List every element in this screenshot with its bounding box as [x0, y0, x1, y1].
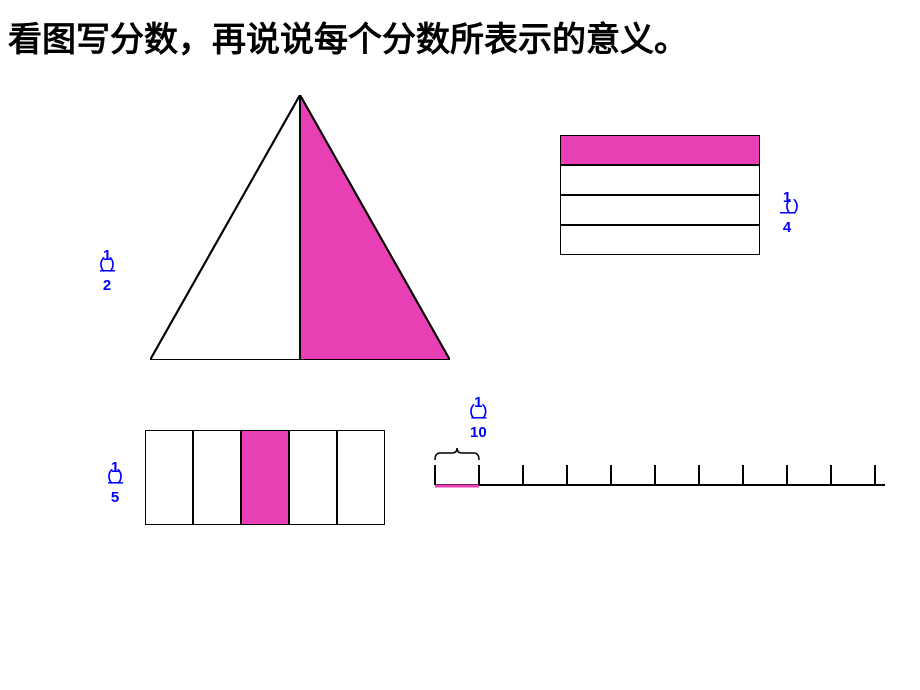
number-line-figure — [430, 445, 890, 495]
number-line-fraction-label: （ 1 — 10 ） — [470, 395, 487, 440]
denominator: 4 — [780, 220, 794, 235]
col-0 — [145, 430, 193, 525]
paren-right: ） — [482, 405, 497, 420]
triangle-figure — [150, 95, 450, 360]
paren-right: ） — [793, 200, 808, 215]
paren-left: （ — [90, 258, 105, 273]
rect-rows-fraction-label: （ 1 — 4 ） — [780, 190, 794, 235]
paren-left: （ — [460, 405, 475, 420]
segment-bracket — [435, 448, 479, 460]
triangle-fraction-label: （ 1 — 2 ） — [100, 248, 114, 293]
col-1 — [193, 430, 241, 525]
denominator: 5 — [108, 490, 122, 505]
rect-cols-figure — [145, 430, 385, 525]
rect-rows-figure — [560, 135, 760, 255]
col-2-shaded — [241, 430, 289, 525]
paren-right: ） — [117, 470, 132, 485]
paren-left: （ — [776, 200, 791, 215]
paren-left: （ — [98, 470, 113, 485]
rect-cols-fraction-label: （ 1 — 5 ） — [108, 460, 122, 505]
row-3 — [560, 225, 760, 255]
col-3 — [289, 430, 337, 525]
paren-right: ） — [109, 258, 124, 273]
denominator: 10 — [470, 425, 487, 440]
row-1 — [560, 165, 760, 195]
row-2 — [560, 195, 760, 225]
denominator: 2 — [100, 278, 114, 293]
col-4 — [337, 430, 385, 525]
row-0-shaded — [560, 135, 760, 165]
page-title: 看图写分数，再说说每个分数所表示的意义。 — [8, 12, 688, 61]
